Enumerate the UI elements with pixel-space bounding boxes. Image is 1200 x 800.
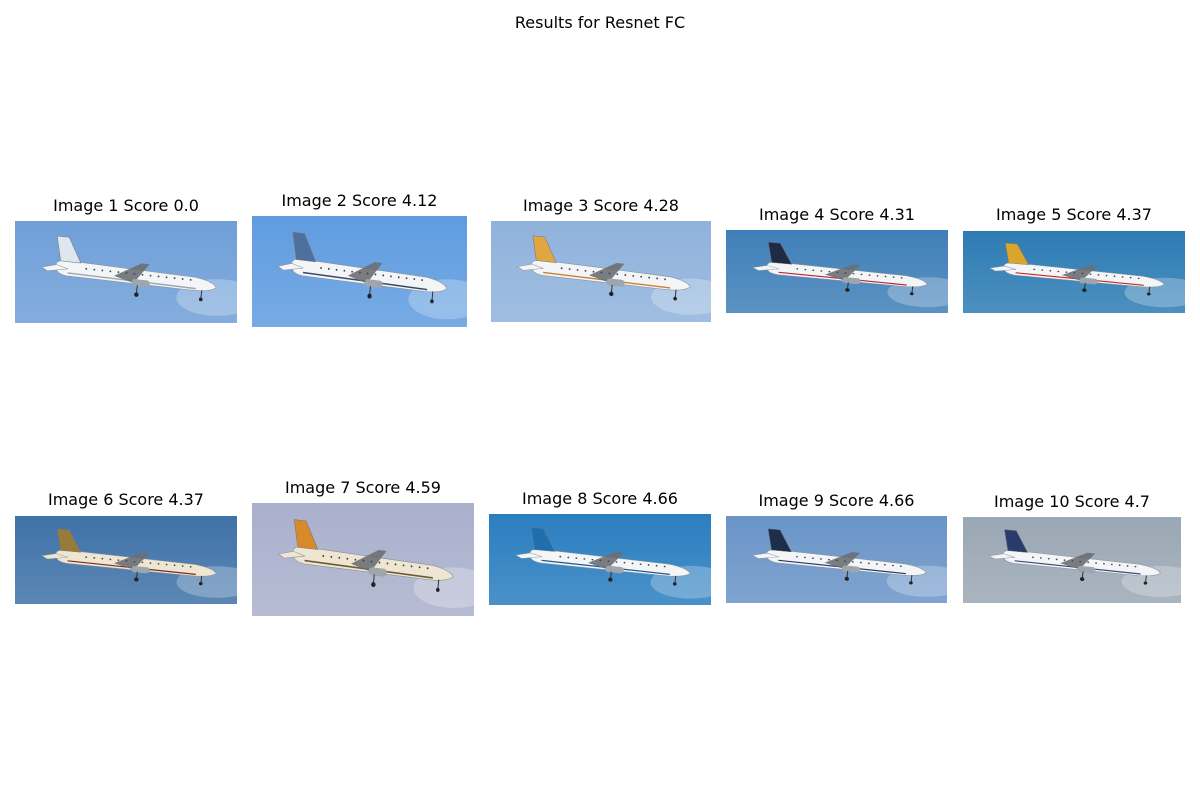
result-9-title: Image 9 Score 4.66 xyxy=(758,491,915,510)
result-2-photo xyxy=(252,216,467,327)
airplane xyxy=(516,235,691,301)
result-4-photo xyxy=(726,230,948,313)
result-4-title: Image 4 Score 4.31 xyxy=(759,205,915,224)
airplane xyxy=(988,529,1161,585)
turboprop-airliner-photo xyxy=(15,221,237,323)
result-7-title: Image 7 Score 4.59 xyxy=(285,478,441,497)
result-10-photo xyxy=(963,517,1181,603)
result-3-photo xyxy=(491,221,711,322)
result-10-title: Image 10 Score 4.7 xyxy=(994,492,1150,511)
jumbo-jet-photo xyxy=(726,516,947,603)
airplane xyxy=(278,519,454,592)
airplane xyxy=(41,235,217,302)
jet-airliner-photo xyxy=(489,514,711,605)
result-1-title: Image 1 Score 0.0 xyxy=(53,196,199,215)
turboprop-airliner-photo xyxy=(252,216,467,327)
jet-airliner-photo xyxy=(15,516,237,604)
airplane xyxy=(752,241,928,296)
result-5-title: Image 5 Score 4.37 xyxy=(996,205,1152,224)
airplane xyxy=(277,231,448,304)
airplane xyxy=(41,528,217,586)
airplane xyxy=(989,242,1165,296)
airplane xyxy=(752,528,927,585)
turboprop-airliner-photo xyxy=(491,221,711,322)
result-1-photo xyxy=(15,221,237,323)
result-5-photo xyxy=(963,231,1185,313)
jet-airliner-photo xyxy=(963,231,1185,313)
result-8-title: Image 8 Score 4.66 xyxy=(522,489,678,508)
turboprop-airliner-photo xyxy=(252,503,474,616)
result-6-photo xyxy=(15,516,237,604)
result-2-title: Image 2 Score 4.12 xyxy=(281,191,438,210)
result-8-photo xyxy=(489,514,711,605)
result-7-photo xyxy=(252,503,474,616)
jet-airliner-photo xyxy=(726,230,948,313)
figure-title: Results for Resnet FC xyxy=(514,13,686,32)
result-9-photo xyxy=(726,516,947,603)
result-3-title: Image 3 Score 4.28 xyxy=(523,196,679,215)
airplane xyxy=(515,527,691,586)
jet-airliner-photo xyxy=(963,517,1181,603)
result-6-title: Image 6 Score 4.37 xyxy=(48,490,204,509)
